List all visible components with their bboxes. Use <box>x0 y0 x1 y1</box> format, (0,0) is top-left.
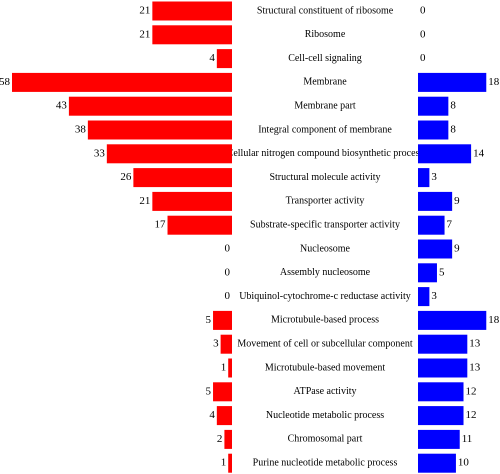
right-value-label: 11 <box>462 433 473 445</box>
category-label: Transporter activity <box>286 196 365 207</box>
category-label: Ribosome <box>305 29 346 40</box>
left-bar <box>167 215 232 235</box>
left-bar <box>213 310 232 330</box>
category-label: Cellular nitrogen compound biosynthetic … <box>227 148 424 159</box>
right-bar <box>418 358 468 378</box>
category-label: Integral component of membrane <box>258 124 392 135</box>
right-bar <box>418 453 456 473</box>
right-bar <box>418 120 449 140</box>
left-bar <box>152 191 232 211</box>
left-value-label: 0 <box>225 243 231 255</box>
left-bar <box>216 406 232 426</box>
right-bar <box>418 168 430 188</box>
left-bar <box>106 144 232 164</box>
right-value-label: 3 <box>431 171 437 183</box>
right-bar <box>418 406 464 426</box>
right-value-label: 9 <box>454 195 460 207</box>
right-bar <box>418 72 487 92</box>
left-value-label: 26 <box>120 171 132 183</box>
right-bar <box>418 382 464 402</box>
right-value-label: 9 <box>454 243 460 255</box>
left-bar <box>213 382 232 402</box>
right-bar <box>418 429 460 449</box>
category-label: Nucleosome <box>300 243 351 254</box>
category-label: Membrane <box>303 77 347 88</box>
right-value-label: 18 <box>488 314 500 326</box>
left-bar <box>228 453 232 473</box>
category-label: Microtubule-based movement <box>265 362 385 373</box>
right-value-label: 0 <box>420 28 426 40</box>
right-bar <box>418 334 468 354</box>
category-label: Purine nucleotide metabolic process <box>253 457 398 468</box>
category-label: Chromosomal part <box>288 434 363 445</box>
left-bar <box>220 334 232 354</box>
category-label: Microtubule-based process <box>271 315 379 326</box>
right-value-label: 12 <box>466 409 477 421</box>
category-label: Movement of cell or subcellular componen… <box>237 338 412 349</box>
left-value-label: 5 <box>206 385 212 397</box>
right-bar <box>418 310 487 330</box>
left-value-label: 5 <box>206 314 212 326</box>
left-value-label: 1 <box>221 362 227 374</box>
right-value-label: 5 <box>439 266 445 278</box>
left-bar <box>133 168 232 188</box>
left-value-label: 21 <box>139 195 150 207</box>
left-bar <box>152 1 232 21</box>
left-value-label: 21 <box>139 28 150 40</box>
category-label: Membrane part <box>294 100 356 111</box>
left-value-label: 33 <box>94 147 106 159</box>
right-value-label: 10 <box>458 457 470 469</box>
left-value-label: 38 <box>75 124 87 136</box>
right-value-label: 14 <box>473 147 485 159</box>
left-value-label: 2 <box>217 433 223 445</box>
right-value-label: 8 <box>450 124 456 136</box>
category-label: Substrate-specific transporter activity <box>250 219 400 230</box>
left-bar <box>216 49 232 69</box>
left-bar <box>68 96 233 116</box>
right-value-label: 12 <box>466 385 477 397</box>
left-value-label: 58 <box>0 76 11 88</box>
right-value-label: 0 <box>420 52 426 64</box>
left-bar <box>87 120 233 140</box>
left-value-label: 4 <box>209 52 215 64</box>
right-bar <box>418 144 472 164</box>
left-value-label: 17 <box>155 219 167 231</box>
category-label: Nucleotide metabolic process <box>266 410 384 421</box>
category-label: Ubiquinol-cytochrome-c reductase activit… <box>239 291 411 302</box>
left-value-label: 0 <box>225 290 231 302</box>
left-bar <box>12 72 232 92</box>
category-label: Assembly nucleosome <box>280 267 371 278</box>
left-value-label: 21 <box>139 5 150 17</box>
right-value-label: 0 <box>420 5 426 17</box>
left-bar <box>224 429 232 449</box>
right-value-label: 8 <box>450 100 456 112</box>
left-bar <box>152 25 232 45</box>
category-label: ATPase activity <box>293 386 356 397</box>
category-label: Structural molecule activity <box>269 172 380 183</box>
right-value-label: 3 <box>431 290 437 302</box>
left-value-label: 4 <box>209 409 215 421</box>
left-value-label: 1 <box>221 457 227 469</box>
right-value-label: 18 <box>488 76 500 88</box>
category-label: Structural constituent of ribosome <box>257 5 394 16</box>
right-bar <box>418 287 430 307</box>
right-bar <box>418 215 445 235</box>
left-value-label: 43 <box>56 100 68 112</box>
left-bar <box>228 358 232 378</box>
right-value-label: 13 <box>469 338 481 350</box>
right-bar <box>418 191 453 211</box>
left-value-label: 0 <box>225 266 231 278</box>
category-label: Cell-cell signaling <box>288 53 362 64</box>
left-value-label: 3 <box>213 338 219 350</box>
right-value-label: 7 <box>447 219 453 231</box>
right-bar <box>418 263 437 283</box>
right-bar <box>418 239 453 259</box>
right-value-label: 13 <box>469 362 481 374</box>
right-bar <box>418 96 449 116</box>
